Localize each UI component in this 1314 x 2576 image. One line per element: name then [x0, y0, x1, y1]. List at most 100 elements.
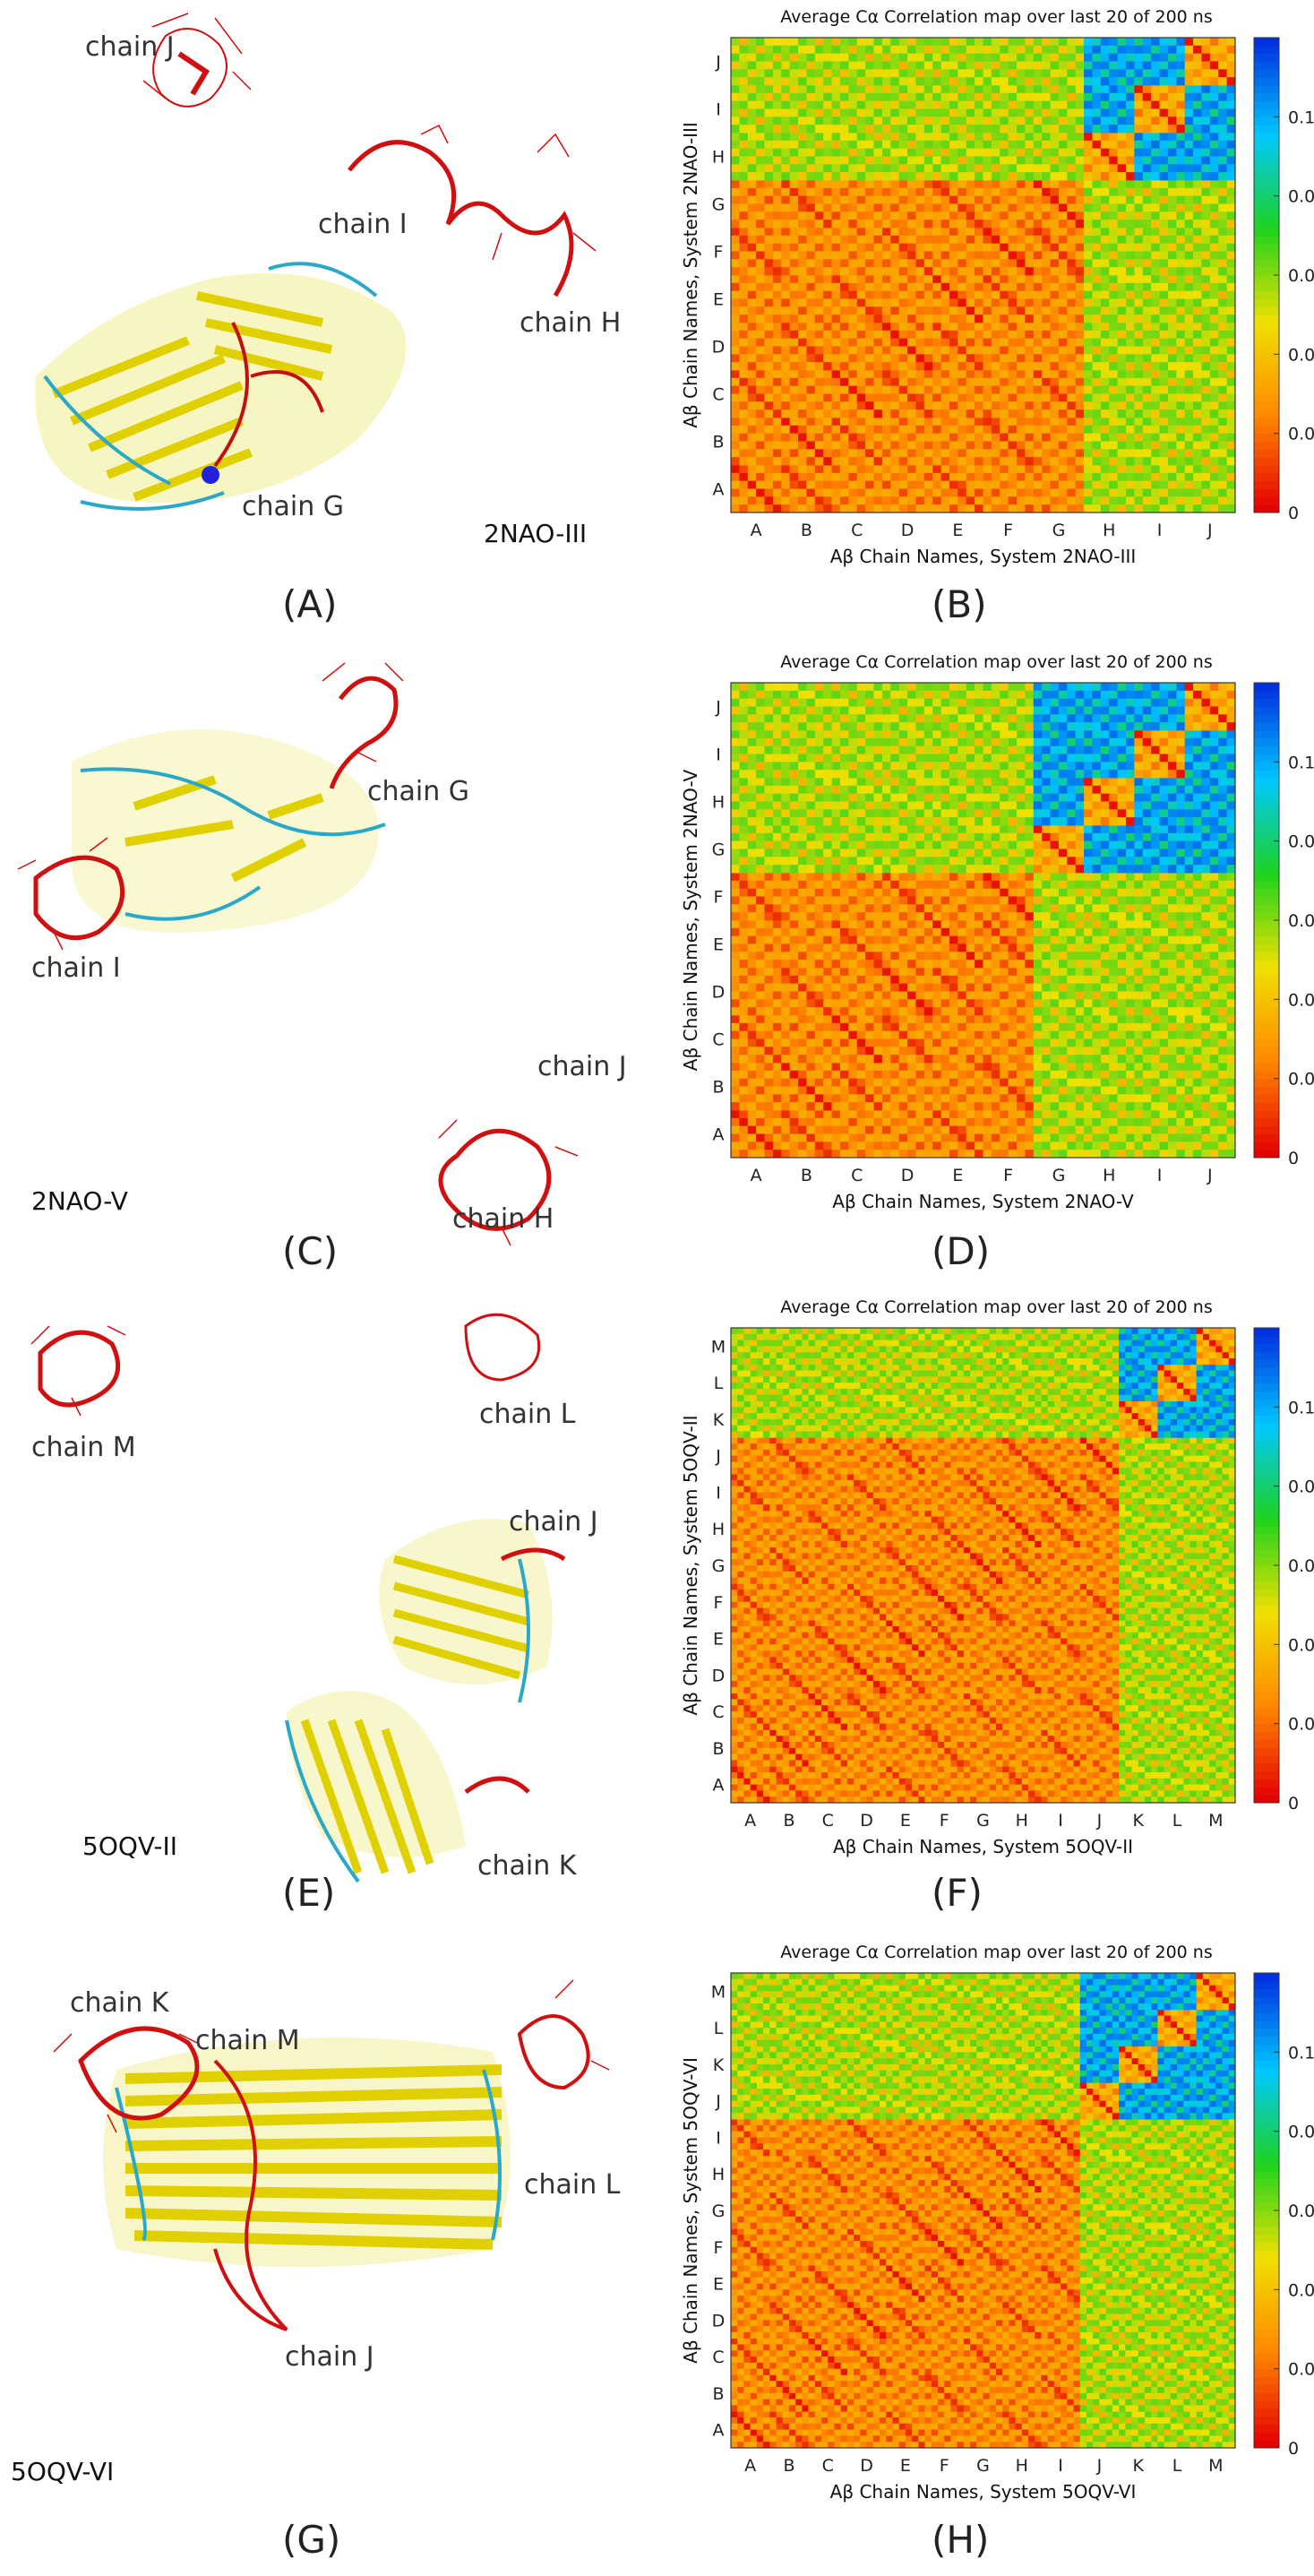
heatmap-cell [881, 1038, 891, 1047]
heatmap-cell [940, 172, 950, 181]
heatmap-cell [1017, 211, 1026, 220]
heatmap-cell [1075, 441, 1085, 450]
heatmap-cell [814, 180, 824, 189]
heatmap-cell [839, 457, 849, 466]
heatmap-cell [772, 1150, 782, 1159]
heatmap-cell [1109, 1133, 1119, 1142]
heatmap-cell [1176, 409, 1186, 418]
heatmap-cell [1033, 38, 1043, 47]
heatmap-cell [1058, 1133, 1068, 1142]
heatmap-cell [1017, 496, 1026, 505]
heatmap-cell [1100, 69, 1110, 78]
heatmap-cell [731, 1150, 740, 1159]
heatmap-cell [814, 235, 824, 245]
heatmap-cell [739, 449, 749, 458]
heatmap-cell [1209, 1110, 1219, 1119]
heatmap-cell [1201, 1094, 1211, 1103]
heatmap-cell [1201, 362, 1211, 371]
heatmap-cell [798, 377, 807, 387]
heatmap-cell [1117, 1110, 1127, 1119]
heatmap-cell [1159, 1110, 1169, 1119]
heatmap-cell [890, 1038, 900, 1047]
heatmap-cell [932, 282, 941, 292]
heatmap-cell [881, 449, 891, 458]
heatmap-cell [764, 211, 774, 220]
heatmap-cell [1017, 195, 1026, 204]
heatmap-cell [1218, 220, 1228, 228]
heatmap-cell [781, 338, 791, 347]
heatmap-cell [731, 983, 740, 992]
heatmap-cell [1100, 488, 1110, 497]
heatmap-cell [1058, 472, 1068, 482]
heatmap-cell [958, 251, 967, 260]
heatmap-cell [983, 314, 992, 323]
heatmap-cell [898, 1150, 908, 1159]
heatmap-cell [991, 267, 1001, 276]
heatmap-cell [1193, 108, 1202, 117]
heatmap-cell [814, 100, 824, 109]
heatmap-cell [1209, 425, 1219, 435]
heatmap-cell [915, 133, 925, 142]
heatmap-cell [966, 116, 975, 125]
heatmap-cell [1033, 362, 1043, 371]
heatmap-cell [823, 108, 832, 117]
heatmap-cell [747, 133, 757, 142]
heatmap-cell [966, 45, 975, 55]
heatmap-cell [739, 1007, 749, 1016]
heatmap-cell [881, 385, 891, 394]
heatmap-cell [731, 259, 740, 268]
heatmap-cell [932, 275, 941, 284]
heatmap-cell [915, 187, 925, 197]
heatmap-cell [873, 488, 883, 497]
heatmap-cell [898, 164, 908, 173]
heatmap-cell [731, 45, 740, 55]
heatmap-cell [823, 1022, 832, 1032]
colorbar-step [1254, 259, 1279, 268]
heatmap-cell [949, 354, 958, 363]
heatmap-cell [975, 187, 983, 197]
heatmap-cell [991, 69, 1001, 78]
heatmap-cell [1226, 267, 1236, 276]
heatmap-cell [932, 346, 941, 355]
heatmap-cell [1084, 45, 1093, 55]
heatmap-cell [975, 1022, 983, 1032]
heatmap-cell [1033, 1078, 1043, 1087]
heatmap-cell [915, 433, 925, 442]
heatmap-cell [764, 1078, 774, 1087]
heatmap-cell [890, 983, 900, 992]
heatmap-cell [1017, 259, 1026, 268]
heatmap-cell [991, 314, 1001, 323]
heatmap-cell [881, 441, 891, 450]
heatmap-cell [1000, 1110, 1009, 1119]
heatmap-cell [1050, 1150, 1060, 1159]
heatmap-cell [1151, 156, 1160, 165]
heatmap-cell [731, 61, 740, 70]
heatmap-cell [1117, 156, 1127, 165]
heatmap-cell [1193, 401, 1202, 410]
colorbar-step [1254, 425, 1279, 435]
heatmap-cell [1184, 346, 1194, 355]
heatmap-cell [1117, 267, 1127, 276]
heatmap-cell [831, 228, 841, 237]
heatmap-cell [798, 1086, 807, 1095]
heatmap-cell [1117, 441, 1127, 450]
heatmap-cell [1134, 370, 1144, 379]
heatmap-cell [1209, 1015, 1219, 1024]
heatmap-cell [1176, 1150, 1186, 1159]
heatmap-cell [873, 1094, 883, 1103]
chain-j-render [142, 13, 252, 108]
heatmap-cell [1218, 1015, 1228, 1024]
heatmap-cell [890, 975, 900, 985]
x-tick-label: G [1052, 521, 1066, 540]
heatmap-cell [1084, 156, 1093, 165]
heatmap-cell [1159, 228, 1169, 237]
heatmap-cell [739, 975, 749, 985]
heatmap-cell [865, 370, 874, 379]
heatmap-cell [1218, 370, 1228, 379]
heatmap-cell [1184, 393, 1194, 402]
heatmap-cell [798, 480, 807, 489]
heatmap-cell [1201, 92, 1211, 102]
heatmap-cell [991, 1133, 1001, 1142]
heatmap-cell [915, 449, 925, 458]
heatmap-cell [1134, 472, 1144, 482]
